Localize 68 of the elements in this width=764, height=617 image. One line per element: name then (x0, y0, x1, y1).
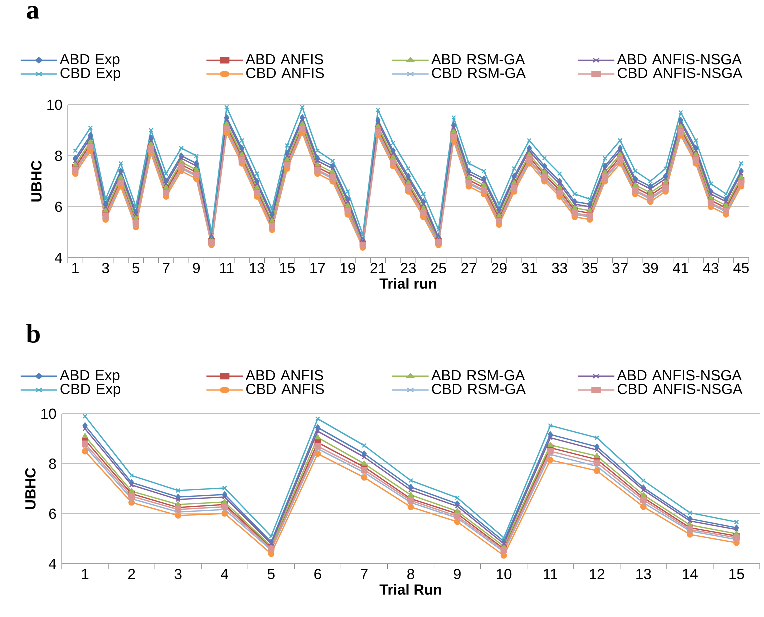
legend-label: ABD ANFIS-NSGA (617, 370, 742, 381)
legend-label: ABD ANFIS (246, 370, 324, 381)
y-tick-label: 8 (55, 150, 62, 162)
x-tick-label: 17 (310, 263, 326, 274)
y-tick-label: 8 (49, 458, 56, 470)
x-tick-label: 9 (193, 263, 200, 274)
x-tick-label: 15 (280, 263, 295, 274)
x-tick-label: 14 (683, 569, 698, 580)
x-tick-label: 2 (128, 569, 136, 580)
x-tick-label: 5 (268, 569, 275, 580)
y-tick-label: 4 (55, 252, 62, 264)
x-tick-label: 9 (454, 569, 461, 580)
x-tick-label: 37 (612, 263, 628, 274)
legend-label: CBD ANFIS-NSGA (618, 68, 743, 78)
x-tick-label: 35 (582, 263, 598, 274)
x-tick-label: 3 (174, 569, 182, 580)
x-tick-label: 11 (544, 569, 558, 580)
x-tick-label: 41 (673, 263, 688, 274)
y-axis-title: UBHC (31, 160, 42, 202)
legend-label: CBD Exp (60, 68, 121, 82)
x-tick-label: 4 (221, 569, 229, 580)
x-tick-label: 23 (401, 263, 416, 274)
x-tick-label: 13 (636, 569, 652, 580)
x-tick-label: 31 (522, 263, 538, 274)
legend-label: ABD RSM-GA (432, 370, 526, 381)
x-tick-label: 1 (72, 263, 79, 274)
x-tick-label: 11 (220, 263, 234, 274)
chart-title: a (27, 6, 40, 20)
legend-label: CBD RSM-GA (432, 384, 526, 394)
x-tick-label: 5 (132, 263, 140, 274)
x-tick-label: 19 (340, 263, 356, 274)
legend-label: CBD ANFIS-NSGA (618, 384, 743, 394)
x-tick-label: 7 (163, 263, 170, 274)
x-tick-label: 13 (250, 263, 265, 274)
x-tick-label: 39 (643, 263, 658, 274)
legend-label: ABD ANFIS (246, 54, 324, 65)
legend-label: CBD ANFIS (246, 68, 324, 78)
x-tick-label: 10 (497, 569, 512, 580)
x-tick-label: 6 (314, 569, 322, 580)
legend-label: ABD Exp (60, 54, 120, 68)
x-tick-label: 45 (734, 263, 749, 274)
x-axis-title: Trial run (380, 278, 437, 290)
y-tick-label: 10 (42, 408, 56, 420)
legend-label: ABD Exp (60, 370, 120, 384)
y-tick-label: 10 (48, 100, 62, 110)
x-tick-label: 7 (361, 569, 368, 580)
x-tick-label: 1 (82, 569, 89, 580)
x-tick-label: 8 (408, 569, 414, 580)
y-tick-label: 6 (49, 508, 56, 520)
x-tick-label: 15 (730, 569, 744, 580)
legend-label: CBD Exp (60, 384, 120, 398)
y-tick-label: 4 (49, 558, 56, 570)
x-tick-label: 25 (431, 263, 446, 274)
legend-label: CBD ANFIS (246, 384, 324, 394)
legend-label: ABD ANFIS-NSGA (617, 54, 742, 65)
x-tick-label: 21 (370, 263, 386, 274)
x-tick-label: 29 (492, 263, 507, 274)
y-tick-label: 6 (55, 202, 62, 212)
x-tick-label: 43 (703, 263, 719, 274)
chart-title: b (26, 324, 40, 344)
x-tick-label: 27 (462, 263, 476, 274)
legend-label: CBD RSM-GA (432, 68, 526, 78)
x-tick-label: 12 (590, 569, 605, 580)
legend-label: ABD RSM-GA (432, 54, 526, 65)
x-tick-label: 3 (102, 263, 110, 274)
x-tick-label: 33 (552, 263, 568, 274)
y-axis-title: UBHC (25, 468, 36, 510)
x-axis-title: Trial Run (380, 584, 442, 596)
